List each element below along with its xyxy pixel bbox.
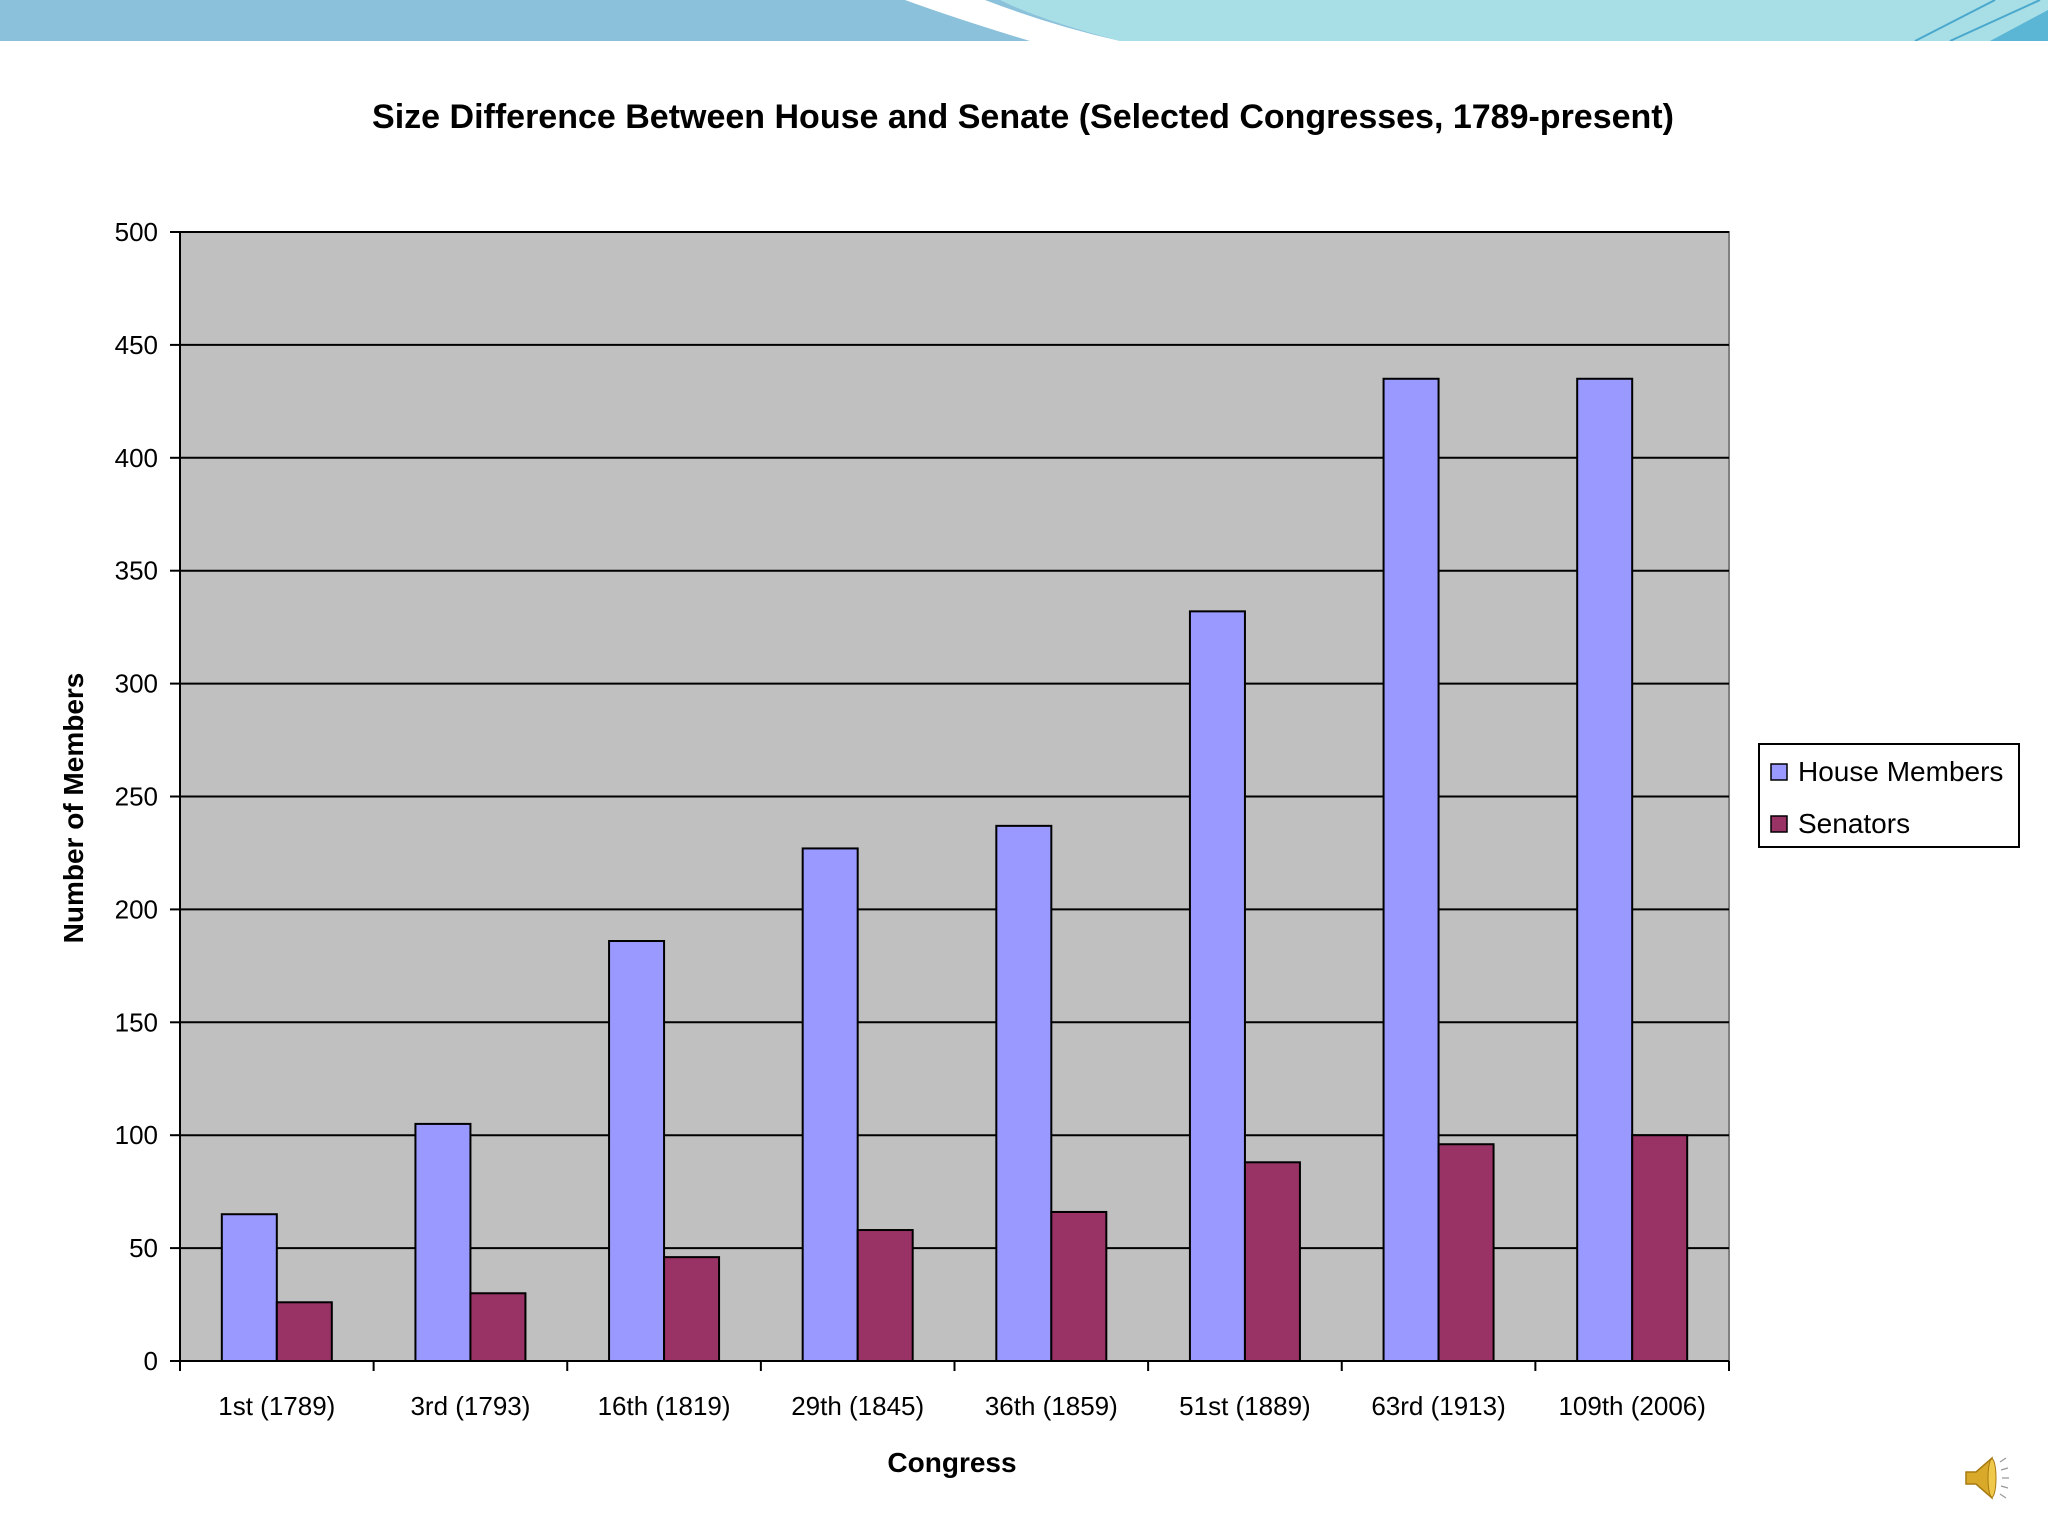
legend: House Members Senators [1758,743,2020,848]
x-tick-label: 29th (1845) [791,1391,924,1421]
bar-senators [1243,1161,1301,1363]
bar-house-members [801,847,859,1362]
y-tick-label: 450 [115,330,158,360]
legend-swatch [1770,815,1788,833]
bar-house-members [1188,610,1246,1362]
bar-senators [856,1229,914,1363]
bar-house-members [608,940,666,1363]
bar-house-members [414,1122,472,1363]
x-tick-label: 3rd (1793) [410,1391,530,1421]
y-tick-label: 300 [115,669,158,699]
x-tick-label: 63rd (1913) [1371,1391,1505,1421]
x-tick-label: 51st (1889) [1179,1391,1311,1421]
bar-house-members [220,1213,278,1362]
bar-senators [1631,1134,1689,1362]
chart-title: Size Difference Between House and Senate… [372,98,1674,136]
y-tick-label: 0 [144,1346,158,1376]
bar-senators [1437,1143,1495,1363]
x-tick-label: 109th (2006) [1558,1391,1705,1421]
y-tick-label: 200 [115,894,158,924]
slide-banner [0,0,2048,41]
x-tick-label: 1st (1789) [218,1391,335,1421]
y-tick-label: 350 [115,556,158,586]
x-tick-label: 36th (1859) [985,1391,1118,1421]
bar-senators [1050,1210,1108,1363]
x-axis-label: Congress [887,1447,1016,1478]
bar-house-members [1382,377,1440,1362]
bar-house-members [1576,377,1634,1362]
y-tick-label: 250 [115,782,158,812]
y-tick-label: 500 [115,217,158,247]
legend-swatch [1770,763,1788,781]
legend-label: Senators [1798,808,1910,839]
bar-senators [469,1292,527,1363]
y-tick-label: 150 [115,1007,158,1037]
bar-house-members [995,824,1053,1362]
y-tick-label: 100 [115,1120,158,1150]
x-tick-label: 16th (1819) [598,1391,731,1421]
bar-senators [663,1256,721,1362]
y-tick-label: 400 [115,443,158,473]
speaker-icon[interactable] [1958,1448,2018,1508]
legend-label: House Members [1798,756,2003,787]
y-axis-label: Number of Members [58,673,89,944]
y-tick-label: 50 [129,1233,158,1263]
bar-senators [275,1301,333,1362]
